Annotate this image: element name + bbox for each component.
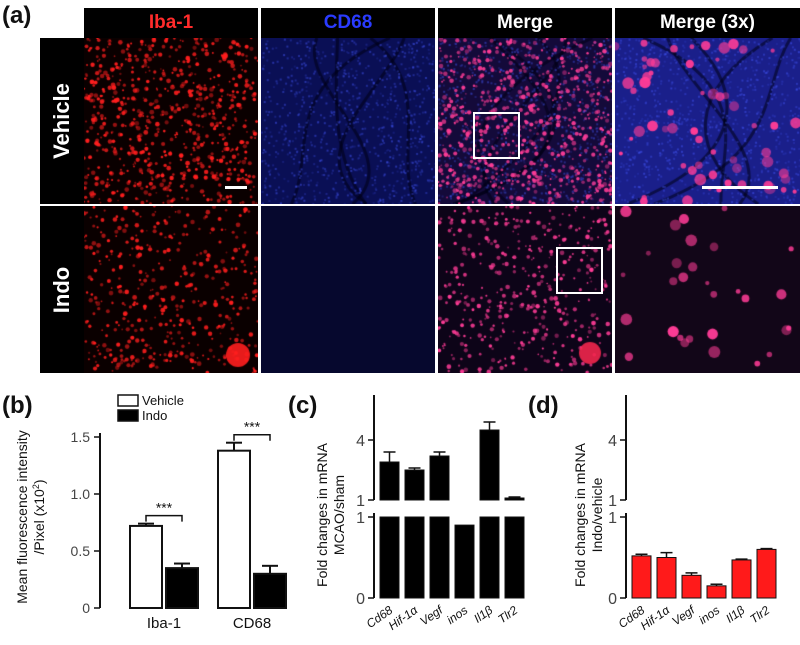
zoom-region-box	[473, 112, 520, 159]
column-header-cd68: CD68	[261, 8, 435, 38]
image-indo-merge-3x	[615, 206, 800, 373]
image-indo-merge	[438, 206, 612, 373]
bar	[756, 548, 777, 599]
legend-swatch	[117, 409, 139, 422]
legend-swatch	[117, 394, 139, 407]
y-tick-label: 1.5	[71, 429, 91, 445]
bar-lower	[379, 516, 400, 599]
x-tick-label: Vegf	[669, 602, 698, 628]
bar	[631, 555, 652, 599]
y-axis-label: Indo/vehicle	[589, 477, 605, 552]
row-header-indo: Indo	[40, 206, 84, 373]
y-tick-label: 4	[356, 433, 365, 450]
y-tick-label: 0.5	[71, 543, 91, 559]
chart-b-fluorescence: Mean fluorescence intensity /Pixel (x102…	[14, 393, 287, 632]
x-tick-label: inos	[696, 603, 722, 627]
y-axis-label: /Pixel (x102)	[31, 479, 47, 554]
bar	[731, 559, 752, 599]
panel-label-c: (c)	[288, 392, 318, 419]
row-header-vehicle: Vehicle	[40, 38, 84, 204]
legend-label: Vehicle	[142, 393, 184, 408]
legend-label: Indo	[142, 408, 167, 423]
y-tick-label: 0	[82, 600, 90, 616]
column-header-merge: Merge	[438, 8, 612, 38]
significance-label: ***	[156, 500, 173, 516]
significance-label: ***	[244, 419, 261, 435]
y-tick-label: 4	[608, 433, 617, 450]
bar-upper	[404, 469, 425, 501]
bar	[165, 567, 199, 610]
chart-c-mrna-mcao: Fold changes in mRNA MCAO/sham 0114Cd68H…	[314, 395, 525, 633]
bar	[706, 585, 727, 599]
image-vehicle-cd68	[261, 38, 435, 204]
y-tick-label: 1	[356, 493, 365, 510]
bar	[681, 574, 702, 599]
row-label-indo: Indo	[49, 266, 74, 313]
image-vehicle-merge	[438, 38, 612, 204]
micrograph-grid: Iba-1 CD68 Merge Merge (3x) Vehicle Indo	[40, 8, 800, 373]
bar-upper	[379, 461, 400, 501]
bar	[253, 572, 287, 610]
y-tick-label: 0	[356, 591, 365, 608]
x-tick-label: inos	[444, 603, 470, 627]
y-axis-label: MCAO/sham	[331, 475, 347, 555]
column-header-iba1: Iba-1	[84, 8, 258, 38]
y-tick-label: 1	[608, 510, 617, 527]
bar	[454, 524, 475, 599]
panel-label-b: (b)	[2, 392, 33, 419]
zoom-region-box	[556, 247, 603, 294]
scale-bar	[225, 186, 247, 189]
image-indo-iba1	[84, 206, 258, 373]
bar-lower	[404, 516, 425, 599]
bar-lower	[429, 516, 450, 599]
significance-bracket	[233, 433, 271, 441]
chart-d-mrna-indo: Fold changes in mRNA Indo/vehicle 0114Cd…	[572, 395, 777, 633]
x-tick-label: Tlr2	[495, 603, 520, 627]
significance-bracket	[145, 514, 183, 522]
panel-label-a: (a)	[2, 2, 32, 29]
y-tick-label: 1.0	[71, 486, 91, 502]
row-label-vehicle: Vehicle	[49, 83, 74, 159]
image-indo-cd68	[261, 206, 435, 373]
image-vehicle-merge-3x	[615, 38, 800, 204]
x-tick-label: CD68	[233, 615, 271, 632]
image-vehicle-iba1	[84, 38, 258, 204]
y-axis-label: Mean fluorescence intensity	[14, 430, 30, 604]
bar-lower	[504, 516, 525, 599]
y-tick-label: 1	[356, 510, 365, 527]
y-axis-label: Fold changes in mRNA	[314, 442, 330, 587]
panel-label-d: (d)	[528, 392, 559, 419]
y-tick-label: 0	[608, 591, 617, 608]
scale-bar	[702, 186, 778, 189]
x-tick-label: Hif-1α	[386, 602, 421, 633]
bar-lower	[479, 516, 500, 599]
bar-upper	[479, 429, 500, 501]
bar	[129, 524, 163, 609]
x-tick-label: Il1β	[723, 603, 747, 626]
x-tick-label: Vegf	[417, 602, 446, 628]
bar	[217, 449, 251, 610]
bar-upper	[429, 455, 450, 501]
x-tick-label: Iba-1	[147, 615, 181, 632]
x-tick-label: Tlr2	[747, 603, 772, 627]
x-tick-label: Hif-1α	[638, 602, 673, 633]
y-axis-label: Fold changes in mRNA	[572, 442, 588, 587]
y-tick-label: 1	[608, 493, 617, 510]
bar	[656, 557, 677, 599]
x-tick-label: Il1β	[471, 603, 495, 626]
column-header-merge-3x: Merge (3x)	[615, 8, 800, 38]
bar-upper	[504, 497, 525, 501]
